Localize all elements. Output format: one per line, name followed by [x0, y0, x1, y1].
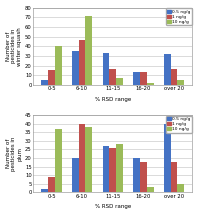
Bar [133, 158, 140, 192]
Bar [116, 78, 123, 85]
Bar [164, 124, 171, 192]
Bar [103, 53, 109, 85]
Bar [72, 158, 79, 192]
Bar [55, 46, 62, 85]
Bar [41, 189, 48, 192]
Bar [55, 129, 62, 192]
Bar [72, 51, 79, 85]
Bar [171, 161, 177, 192]
Bar [171, 69, 177, 85]
Bar [147, 83, 153, 85]
Bar [140, 161, 147, 192]
Y-axis label: Number of
pesticides in
winter squash: Number of pesticides in winter squash [6, 27, 22, 66]
Bar [116, 144, 123, 192]
Legend: 0.5 ng/g, 1 ng/g, 10 ng/g: 0.5 ng/g, 1 ng/g, 10 ng/g [166, 116, 191, 133]
X-axis label: % RSD range: % RSD range [95, 204, 131, 209]
Bar [164, 54, 171, 85]
Bar [48, 69, 55, 85]
Bar [86, 127, 92, 192]
Bar [41, 80, 48, 85]
Bar [133, 72, 140, 85]
Bar [103, 146, 109, 192]
Bar [109, 69, 116, 85]
Bar [177, 80, 184, 85]
Bar [79, 124, 86, 192]
X-axis label: % RSD range: % RSD range [95, 97, 131, 102]
Bar [79, 40, 86, 85]
Legend: 0.5 ng/g, 1 ng/g, 10 ng/g: 0.5 ng/g, 1 ng/g, 10 ng/g [166, 8, 191, 25]
Bar [48, 177, 55, 192]
Bar [147, 187, 153, 192]
Bar [109, 148, 116, 192]
Y-axis label: Number of
pesticides in
plum: Number of pesticides in plum [6, 137, 22, 171]
Bar [86, 16, 92, 85]
Bar [140, 72, 147, 85]
Bar [177, 184, 184, 192]
